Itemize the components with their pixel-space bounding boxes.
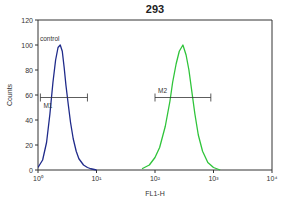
series-label: control — [40, 35, 60, 42]
y-tick-label: 20 — [25, 142, 33, 149]
gate-line — [40, 97, 87, 98]
y-tick-label: 60 — [25, 92, 33, 99]
histogram-line — [142, 45, 220, 170]
x-tick-label: 10⁴ — [267, 175, 278, 182]
plot-area — [38, 45, 220, 170]
x-axis-title: FL1-H — [145, 190, 164, 197]
y-axis-title: Counts — [6, 83, 13, 106]
y-tick-label: 80 — [25, 67, 33, 74]
y-tick — [35, 70, 38, 71]
y-tick-label: 120 — [21, 17, 33, 24]
x-tick — [213, 170, 214, 173]
frame-right — [272, 20, 273, 170]
x-tick-label: 10² — [150, 175, 161, 182]
gate-end — [155, 94, 156, 102]
gate-line — [155, 97, 211, 98]
x-tick — [272, 170, 273, 173]
x-tick-label: 10⁰ — [33, 175, 44, 182]
y-tick — [35, 20, 38, 21]
frame-top — [38, 20, 272, 21]
y-tick-label: 40 — [25, 117, 33, 124]
y-tick — [35, 45, 38, 46]
y-tick — [35, 120, 38, 121]
x-tick — [38, 170, 39, 173]
gate-end — [87, 94, 88, 102]
gate-label: M1 — [43, 102, 52, 109]
y-tick-label: 100 — [21, 42, 33, 49]
gate — [155, 94, 211, 102]
y-tick — [35, 95, 38, 96]
gate-label: M2 — [158, 87, 167, 94]
gate-end — [210, 94, 211, 102]
x-tick — [155, 170, 156, 173]
title: 293 — [146, 3, 164, 15]
x-tick-label: 10³ — [208, 175, 219, 182]
gate-end — [40, 94, 41, 102]
y-tick-label: 0 — [29, 167, 33, 174]
chart: 293 0 20 40 60 80 100 120 10⁰ 10¹ 10² 10³ 10⁴ FL1-H Co… — [0, 0, 300, 200]
y-tick — [35, 145, 38, 146]
histogram-line — [38, 45, 97, 170]
gate — [40, 94, 87, 102]
x-tick-label: 10¹ — [91, 175, 102, 182]
